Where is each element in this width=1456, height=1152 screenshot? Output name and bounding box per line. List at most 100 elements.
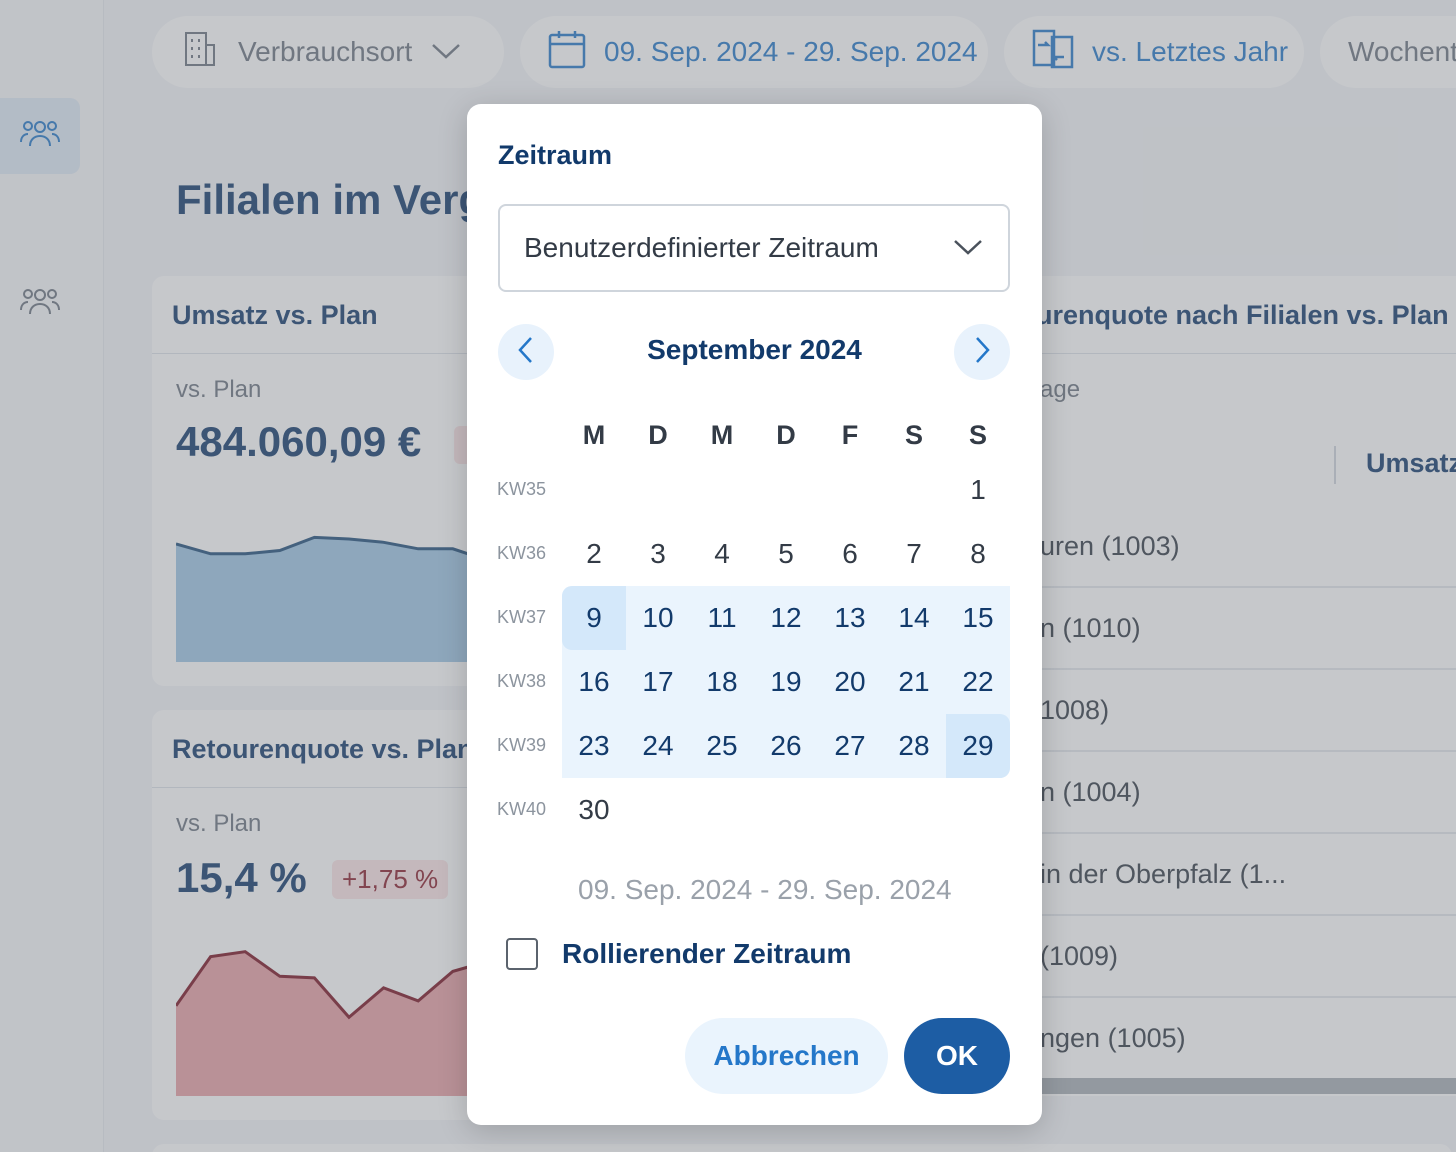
calendar-day[interactable]: 21 [898, 666, 930, 697]
calendar-day[interactable]: 4 [714, 538, 730, 569]
location-filter-label: Verbrauchsort [238, 36, 413, 67]
table-row[interactable]: in der Oberpfalz (1... [1000, 834, 1456, 916]
retouren-card: Retourenquote vs. Plan vs. Plan 15,4 % +… [152, 710, 492, 1120]
calendar-day[interactable]: 26 [770, 730, 802, 761]
calendar-day[interactable]: 16 [578, 666, 610, 697]
range-end-marker [946, 714, 1010, 778]
period-select[interactable]: Benutzerdefinierter Zeitraum [498, 204, 1010, 292]
page-title: Filialen im Verg [176, 176, 485, 223]
retouren-badge: +1,75 % [332, 860, 449, 899]
rolling-period-checkbox[interactable] [506, 938, 538, 970]
umsatz-card: Umsatz vs. Plan vs. Plan 484.060,09 € [152, 276, 492, 686]
table-row[interactable]: (1009) [1000, 916, 1456, 998]
calendar-day[interactable]: 24 [642, 730, 674, 761]
period-select-value: Benutzerdefinierter Zeitraum [524, 232, 879, 263]
sidebar-item-users[interactable] [0, 266, 80, 342]
table-row[interactable]: n (1004) [1000, 752, 1456, 834]
spark-retouren-line [176, 950, 492, 1020]
week-number: KW36 [497, 543, 547, 563]
umsatz-sparkline [176, 535, 492, 662]
calendar-day[interactable]: 29 [962, 730, 994, 761]
calendar-day[interactable]: 19 [770, 666, 802, 697]
calendar-day[interactable]: 1 [970, 474, 986, 505]
location-filter[interactable]: Verbrauchsort [152, 16, 504, 88]
umsatz-card-title: Umsatz vs. Plan [152, 276, 492, 354]
store-name: in der Oberpfalz (1... [1040, 858, 1287, 889]
ok-button[interactable]: OK [904, 1018, 1010, 1094]
calendar-day[interactable]: 23 [578, 730, 610, 761]
week-number: KW40 [497, 799, 547, 819]
range-highlight [562, 650, 1010, 714]
chevron-right-icon [973, 336, 991, 369]
calendar-day[interactable]: 20 [834, 666, 866, 697]
range-highlight [562, 714, 1010, 778]
horizontal-scrollbar[interactable] [1000, 1078, 1456, 1094]
weekday-header: M [582, 420, 606, 450]
weekday-header: S [904, 420, 923, 450]
building-icon [180, 29, 220, 76]
column-divider [1334, 446, 1336, 484]
filialen-card-title: urenquote nach Filialen vs. Plan [1000, 276, 1456, 354]
previous-month-button[interactable] [498, 324, 554, 380]
calendar-day[interactable]: 18 [706, 666, 738, 697]
weekday-header: S [968, 420, 987, 450]
chevron-down-icon [952, 232, 984, 264]
store-name: 1008) [1040, 694, 1110, 725]
table-row[interactable]: 1008) [1000, 670, 1456, 752]
range-highlight [562, 586, 1010, 650]
weekday-header: D [776, 420, 796, 450]
calendar-day[interactable]: 27 [834, 730, 866, 761]
calendar-day[interactable]: 8 [970, 538, 986, 569]
sidebar-item-users-active[interactable] [0, 98, 80, 174]
spark-retouren-area [176, 951, 492, 1096]
store-name: uren (1003) [1040, 530, 1180, 561]
calendar-day[interactable]: 12 [770, 602, 802, 633]
calendar-day[interactable]: 15 [962, 602, 994, 633]
calendar-day[interactable]: 2 [586, 538, 602, 569]
calendar-day[interactable]: 25 [706, 730, 738, 761]
calendar-day[interactable]: 3 [650, 538, 666, 569]
selected-range-text: 09. Sep. 2024 - 29. Sep. 2024 [578, 874, 952, 905]
rolling-period-label[interactable]: Rollierender Zeitraum [562, 938, 852, 969]
calendar-day[interactable]: 9 [586, 602, 602, 633]
store-name: n (1004) [1040, 776, 1141, 807]
week-number: KW37 [497, 607, 547, 627]
users-icon [20, 114, 60, 159]
spark-umsatz-area [176, 537, 492, 662]
calendar-day[interactable]: 30 [578, 794, 610, 825]
column-header-umsatz[interactable]: Umsatz [1366, 448, 1456, 478]
table-row[interactable]: n (1010) [1000, 588, 1456, 670]
retouren-sparkline [176, 950, 492, 1096]
calendar-day[interactable]: 22 [962, 666, 994, 697]
filialen-card-subtitle: age [1040, 376, 1081, 403]
granularity-filter[interactable]: Wochent [1320, 16, 1456, 88]
table-row[interactable]: uren (1003) [1000, 506, 1456, 588]
umsatz-value: 484.060,09 € [176, 418, 422, 465]
chevron-down-icon [430, 36, 462, 68]
calendar-day[interactable]: 14 [898, 602, 930, 633]
cancel-button[interactable]: Abbrechen [685, 1018, 888, 1094]
sidebar [0, 0, 104, 1152]
calendar-icon [548, 29, 586, 76]
next-month-button[interactable] [954, 324, 1010, 380]
store-name: (1009) [1040, 940, 1119, 971]
compare-filter[interactable]: vs. Letztes Jahr [1004, 16, 1304, 88]
calendar-day[interactable]: 5 [778, 538, 794, 569]
week-number: KW38 [497, 671, 547, 691]
users-icon [20, 282, 60, 327]
calendar-day[interactable]: 11 [707, 602, 737, 633]
week-number: KW39 [497, 735, 547, 755]
date-range-filter[interactable]: 09. Sep. 2024 - 29. Sep. 2024 [520, 16, 988, 88]
calendar-day[interactable]: 6 [842, 538, 858, 569]
calendar-day[interactable]: 13 [834, 602, 866, 633]
calendar-day[interactable]: 17 [642, 666, 674, 697]
umsatz-card-subtitle: vs. Plan [176, 376, 262, 403]
date-range-dialog: Zeitraum Benutzerdefinierter Zeitraum Se… [467, 104, 1042, 1125]
calendar-day[interactable]: 28 [898, 730, 930, 761]
month-title: September 2024 [647, 334, 862, 365]
retouren-card-subtitle: vs. Plan [176, 810, 262, 837]
retouren-card-title: Retourenquote vs. Plan [152, 710, 492, 788]
calendar-day[interactable]: 7 [906, 538, 922, 569]
calendar-day[interactable]: 10 [642, 602, 674, 633]
store-name: ngen (1005) [1040, 1022, 1186, 1053]
